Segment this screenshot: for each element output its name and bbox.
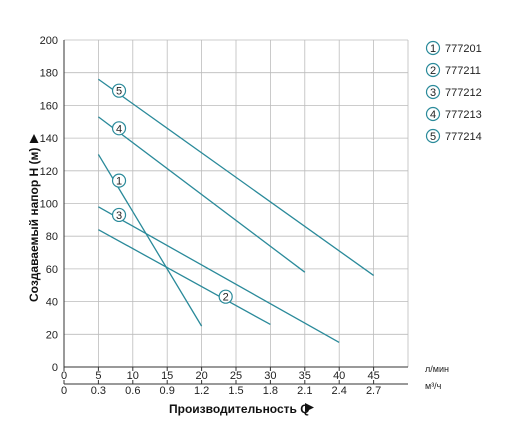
legend-entry-label: 777214: [445, 131, 482, 143]
y-tick-label: 140: [40, 133, 58, 145]
series-marker-label: 4: [116, 123, 122, 135]
x-axis-arrow-icon: [305, 403, 314, 412]
y-axis-title: Создаваемый напор H (м): [27, 148, 41, 302]
x-tick-label-primary: 45: [367, 370, 379, 382]
legend-marker-label: 5: [430, 131, 436, 143]
x-tick-label-primary: 15: [161, 370, 173, 382]
x-unit-primary: л/мин: [425, 364, 449, 374]
x-tick-label-primary: 30: [264, 370, 276, 382]
y-axis-arrow-icon: [29, 134, 39, 143]
y-tick-label: 60: [46, 264, 58, 276]
legend-marker-label: 4: [430, 109, 436, 121]
x-tick-label-secondary: 1.5: [228, 385, 243, 397]
legend-marker-4: [425, 106, 441, 122]
x-tick-label-primary: 40: [333, 370, 345, 382]
legend-marker-2: [425, 62, 441, 78]
y-tick-label: 100: [40, 199, 58, 211]
x-tick-label-primary: 25: [230, 370, 242, 382]
x-tick-label-primary: 35: [299, 370, 311, 382]
legend-marker-3: [425, 84, 441, 100]
legend-marker-1: [425, 40, 441, 56]
series-marker-1: [111, 173, 127, 188]
x-tick-label-secondary: 1.8: [263, 385, 278, 397]
y-tick-label: 20: [46, 329, 58, 341]
series-line-3: [98, 206, 340, 344]
x-tick-labels-secondary: 0 0.3 0.6 0.9 1.2 1.5 1.8 2.1 2.4 2.7: [61, 385, 381, 397]
series-marker-label: 1: [116, 176, 122, 188]
series-marker-2: [218, 289, 233, 304]
x-tick-label-primary: 10: [127, 370, 139, 382]
x-tick-labels-primary: 0 5 10 15 20 25 30 35 40 45: [61, 370, 380, 382]
series-marker-label: 3: [116, 210, 122, 222]
x-tick-label-primary: 0: [61, 370, 67, 382]
legend-entry-label: 777213: [445, 109, 482, 121]
y-tick-label: 160: [40, 100, 58, 112]
x-tick-label-secondary: 1.2: [194, 385, 209, 397]
x-tick-label-secondary: 0.3: [91, 385, 106, 397]
y-tick-label: 180: [40, 68, 58, 80]
legend-marker-5: [425, 128, 441, 144]
series-marker-label: 5: [116, 86, 122, 98]
axes: [63, 40, 408, 385]
series-line-4: [98, 116, 306, 273]
legend-entry-label: 777212: [445, 87, 482, 99]
y-tick-label: 120: [40, 166, 58, 178]
legend-marker-label: 1: [430, 43, 436, 55]
grid: [64, 39, 409, 367]
series-marker-3: [111, 207, 127, 223]
x-tick-label-secondary: 2.1: [297, 385, 312, 397]
y-tick-label: 0: [52, 362, 58, 374]
x-unit-secondary: м³/ч: [425, 381, 442, 391]
legend-marker-label: 3: [430, 87, 436, 99]
series-line-5: [98, 78, 374, 276]
legend-marker-label: 2: [430, 65, 436, 77]
legend-entry-label: 777211: [445, 65, 481, 77]
y-tick-label: 40: [46, 297, 58, 309]
series-marker-label: 2: [223, 292, 229, 304]
y-tick-labels: 0 20 40 60 80 100 120 140 160 180 200: [40, 35, 58, 374]
x-axis-title: Производительность Q: [169, 402, 310, 416]
series-line-2: [98, 229, 271, 326]
y-tick-label: 200: [40, 35, 58, 47]
legend: 1 777201 2 777211 3 777212 4 777213 5 777214: [425, 40, 482, 144]
x-tick-label-primary: 20: [195, 370, 207, 382]
x-tick-label-secondary: 0.6: [125, 385, 140, 397]
x-tick-label-primary: 5: [95, 370, 101, 382]
legend-entry-label: 777201: [445, 43, 482, 55]
series-markers: 1 2 3 4 5: [111, 83, 233, 304]
series-lines: [97, 78, 374, 344]
series-marker-4: [111, 121, 127, 136]
x-tick-label-secondary: 0: [61, 385, 67, 397]
series-marker-5: [111, 83, 127, 98]
x-tick-label-secondary: 2.7: [366, 385, 381, 397]
y-tick-label: 80: [46, 231, 58, 243]
x-tick-label-secondary: 2.4: [332, 385, 347, 397]
x-tick-label-secondary: 0.9: [160, 385, 175, 397]
